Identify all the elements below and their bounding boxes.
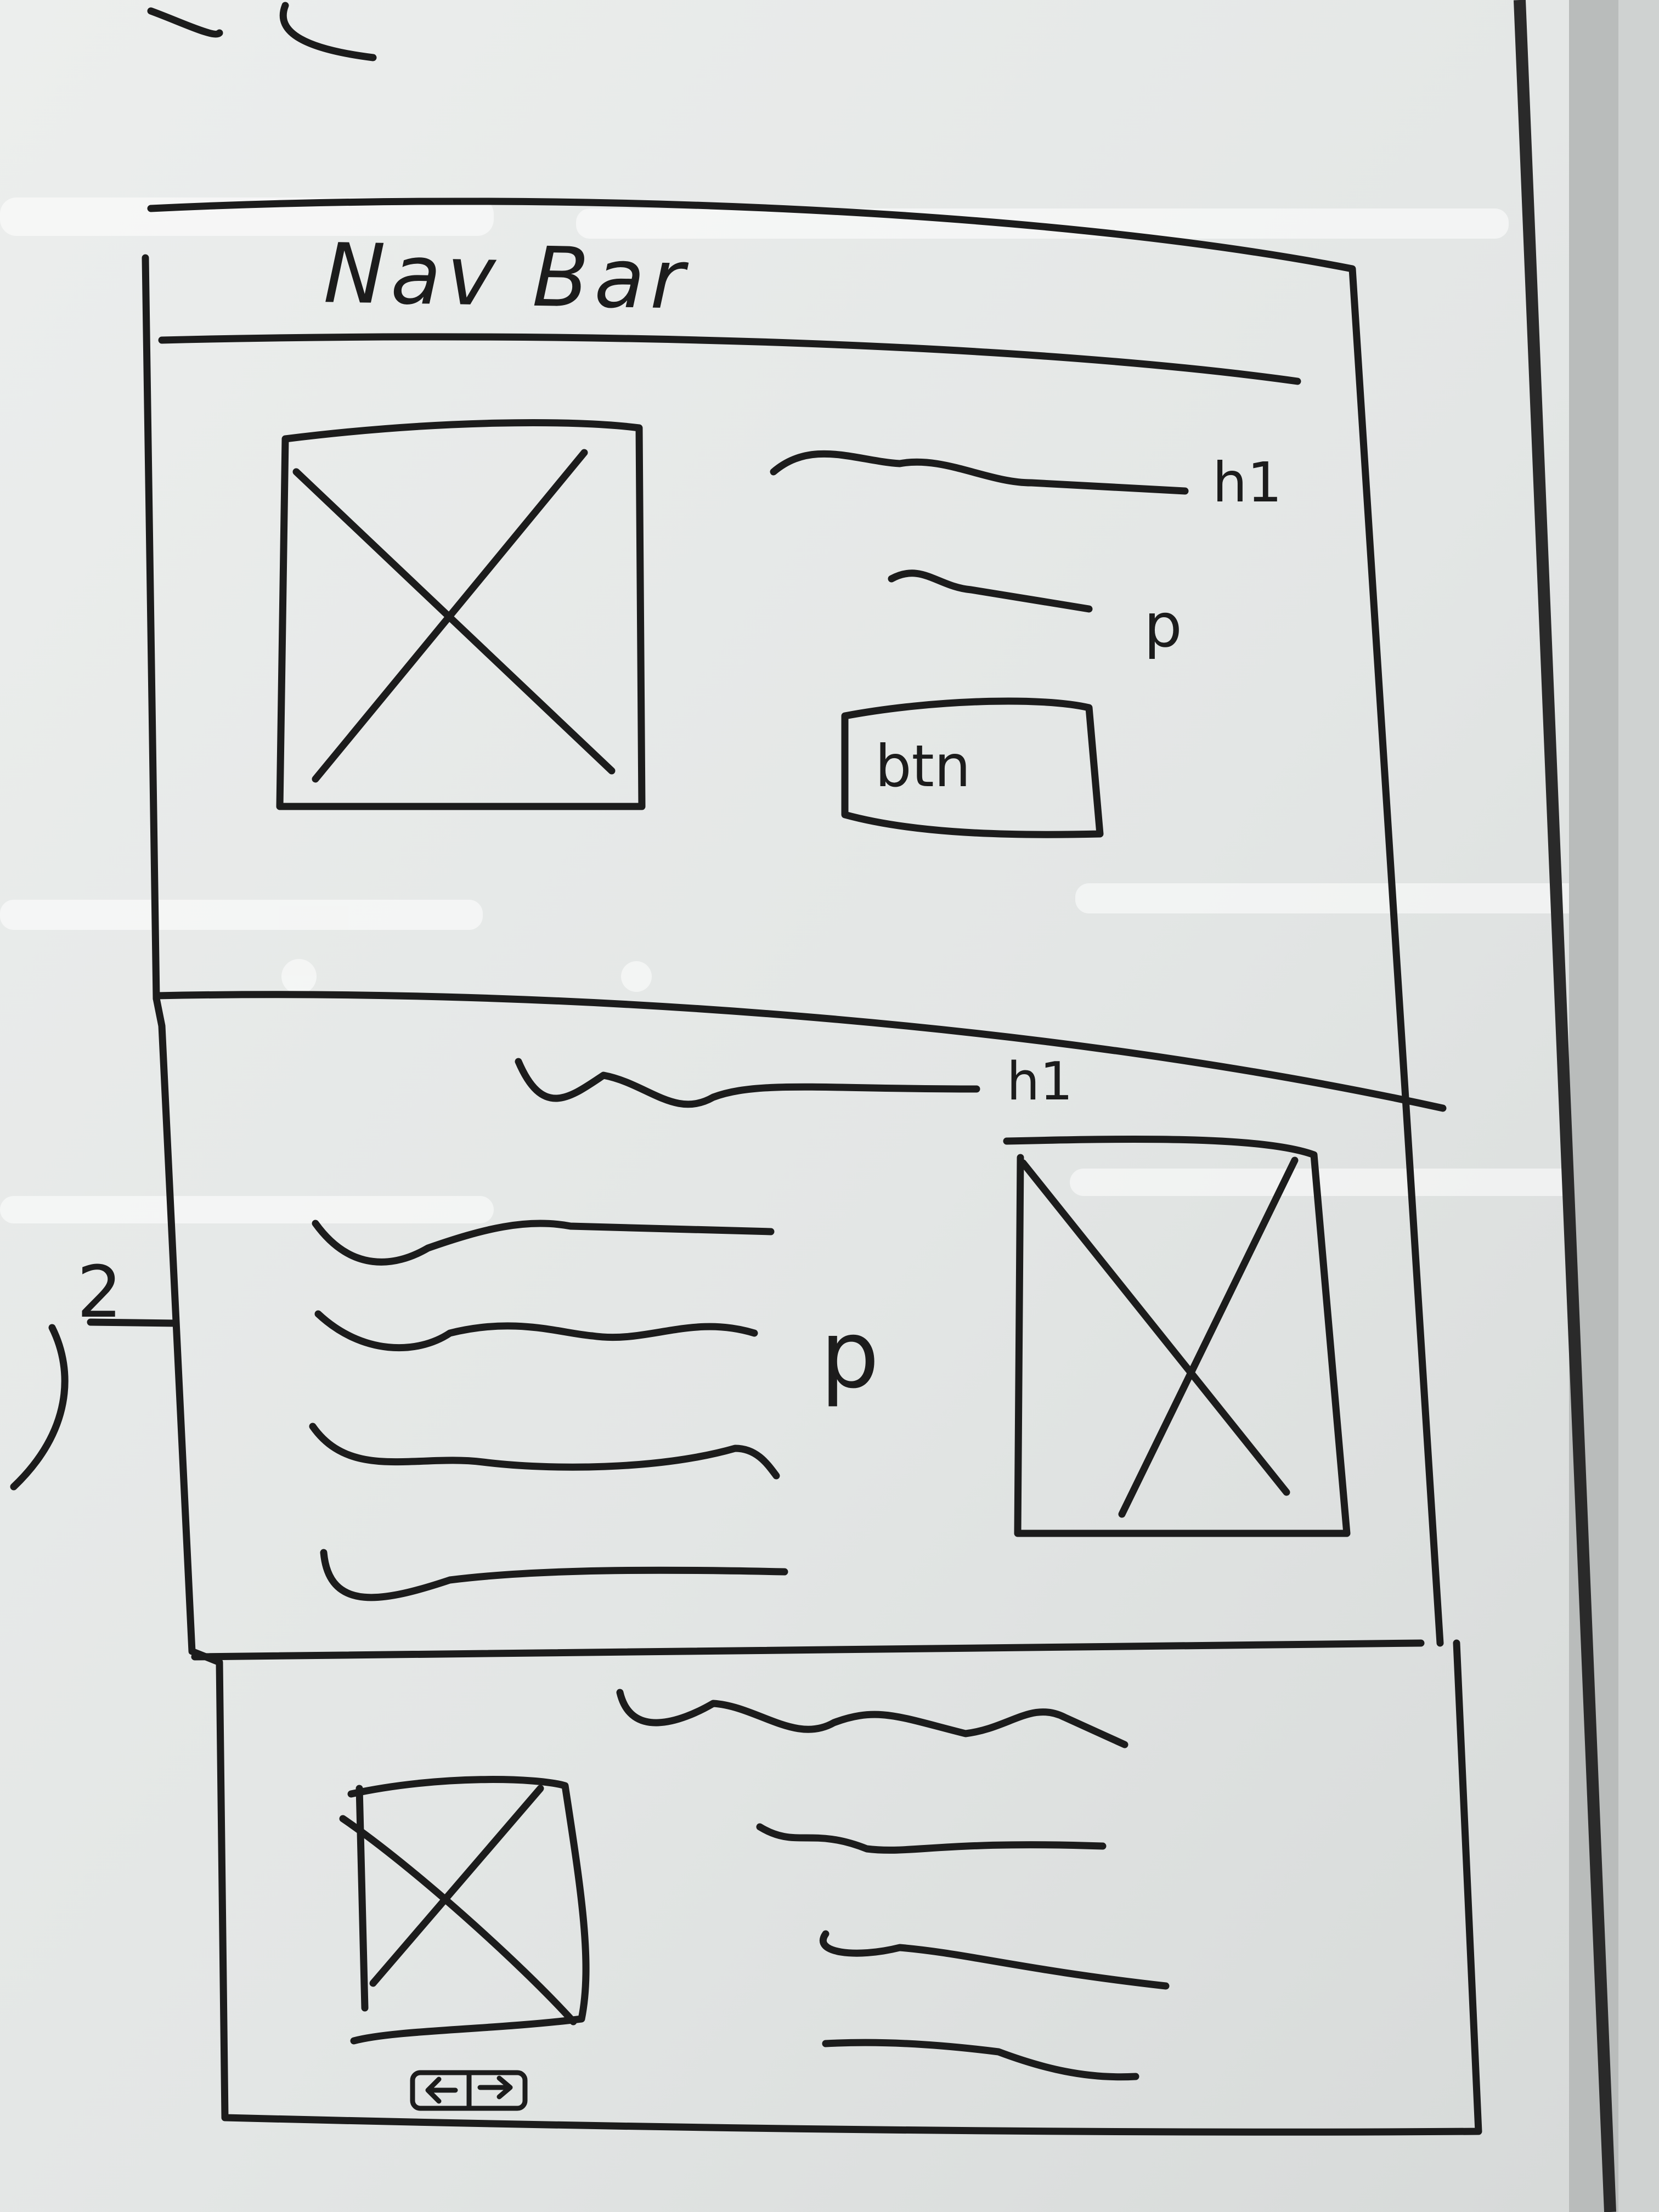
hero-heading-squiggle <box>770 450 1189 495</box>
hero-image-placeholder <box>276 419 646 810</box>
stray-scribble-top <box>147 2 377 61</box>
hero-paragraph-squiggle <box>888 569 1093 613</box>
carousel-heading-squiggle <box>616 1689 1128 1748</box>
hero-button[interactable] <box>834 697 1103 837</box>
hero-button-label: btn <box>875 733 971 800</box>
carousel-image-placeholder <box>339 1776 590 2045</box>
wireframe-outline-hero <box>142 198 1444 1647</box>
board-frame <box>1514 0 1659 2212</box>
feature-paragraph-squiggles <box>309 1220 788 1601</box>
nav-bar-divider <box>158 333 1301 385</box>
carousel-controls[interactable] <box>409 2060 532 2112</box>
hero-heading-label: h1 <box>1212 450 1283 515</box>
feature-heading-label: h1 <box>1007 1052 1073 1112</box>
section-divider-1 <box>153 991 1447 1112</box>
light-reflections <box>0 198 1607 1223</box>
section-divider-2 <box>191 1639 1425 1661</box>
wireframe-outline-left <box>153 995 1482 2136</box>
feature-paragraph-label: p <box>820 1301 879 1409</box>
margin-note: 2 <box>77 1250 122 1334</box>
feature-image-placeholder <box>1003 1135 1351 1537</box>
carousel-text-squiggles <box>756 1823 1170 2081</box>
hero-paragraph-label: p <box>1144 590 1182 661</box>
margin-bracket <box>10 1324 69 1491</box>
nav-bar-label: Nav Bar <box>323 226 691 328</box>
feature-heading-squiggle <box>515 1058 980 1108</box>
